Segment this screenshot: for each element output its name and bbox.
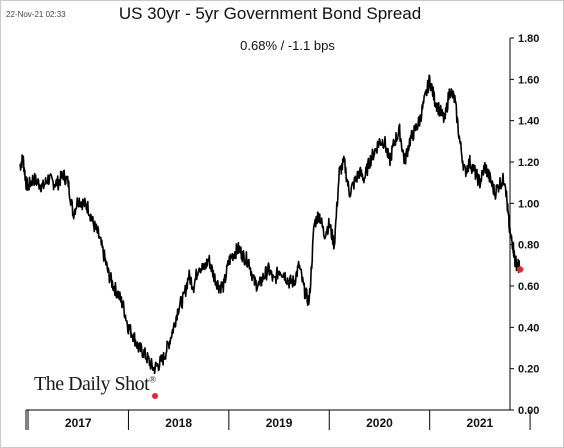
x-tick-label: 2017 <box>65 416 92 430</box>
logo-registered-mark: ® <box>149 374 156 385</box>
y-tick-label: 0.80 <box>518 240 539 252</box>
y-axis-ticks: 0.00 0.20 0.40 0.60 0.80 1.00 1.20 1.40 1.60 1.80 <box>510 33 539 417</box>
y-tick-label: 0.20 <box>518 364 539 376</box>
series-line <box>19 74 521 375</box>
series-group <box>19 74 524 375</box>
y-tick-label: 1.20 <box>518 157 539 169</box>
x-tick-label: 2018 <box>165 416 192 430</box>
x-tick-label: 2021 <box>467 416 494 430</box>
x-axis-ticks: 2017 2018 2019 2020 2021 <box>25 410 531 430</box>
y-tick-label: 0.60 <box>518 281 539 293</box>
y-tick-label: 0.00 <box>518 405 539 417</box>
y-tick-label: 1.40 <box>518 116 539 128</box>
logo-text: The Daily Shot <box>34 373 150 395</box>
y-tick-label: 1.80 <box>518 33 539 45</box>
y-tick-label: 1.00 <box>518 198 539 210</box>
y-tick-label: 0.40 <box>518 322 539 334</box>
timestamp: 22-Nov-21 02:33 <box>6 10 66 19</box>
y-tick-label: 1.60 <box>518 74 539 86</box>
logo-dot-icon <box>152 393 158 399</box>
x-tick-label: 2020 <box>366 416 393 430</box>
chart-title: US 30yr - 5yr Government Bond Spread <box>118 4 422 23</box>
chart-subtitle: 0.68% / -1.1 bps <box>240 38 335 53</box>
axes <box>26 38 511 411</box>
last-value-marker <box>516 266 524 273</box>
x-tick-label: 2019 <box>266 416 293 430</box>
daily-shot-logo: The Daily Shot® <box>34 373 156 396</box>
